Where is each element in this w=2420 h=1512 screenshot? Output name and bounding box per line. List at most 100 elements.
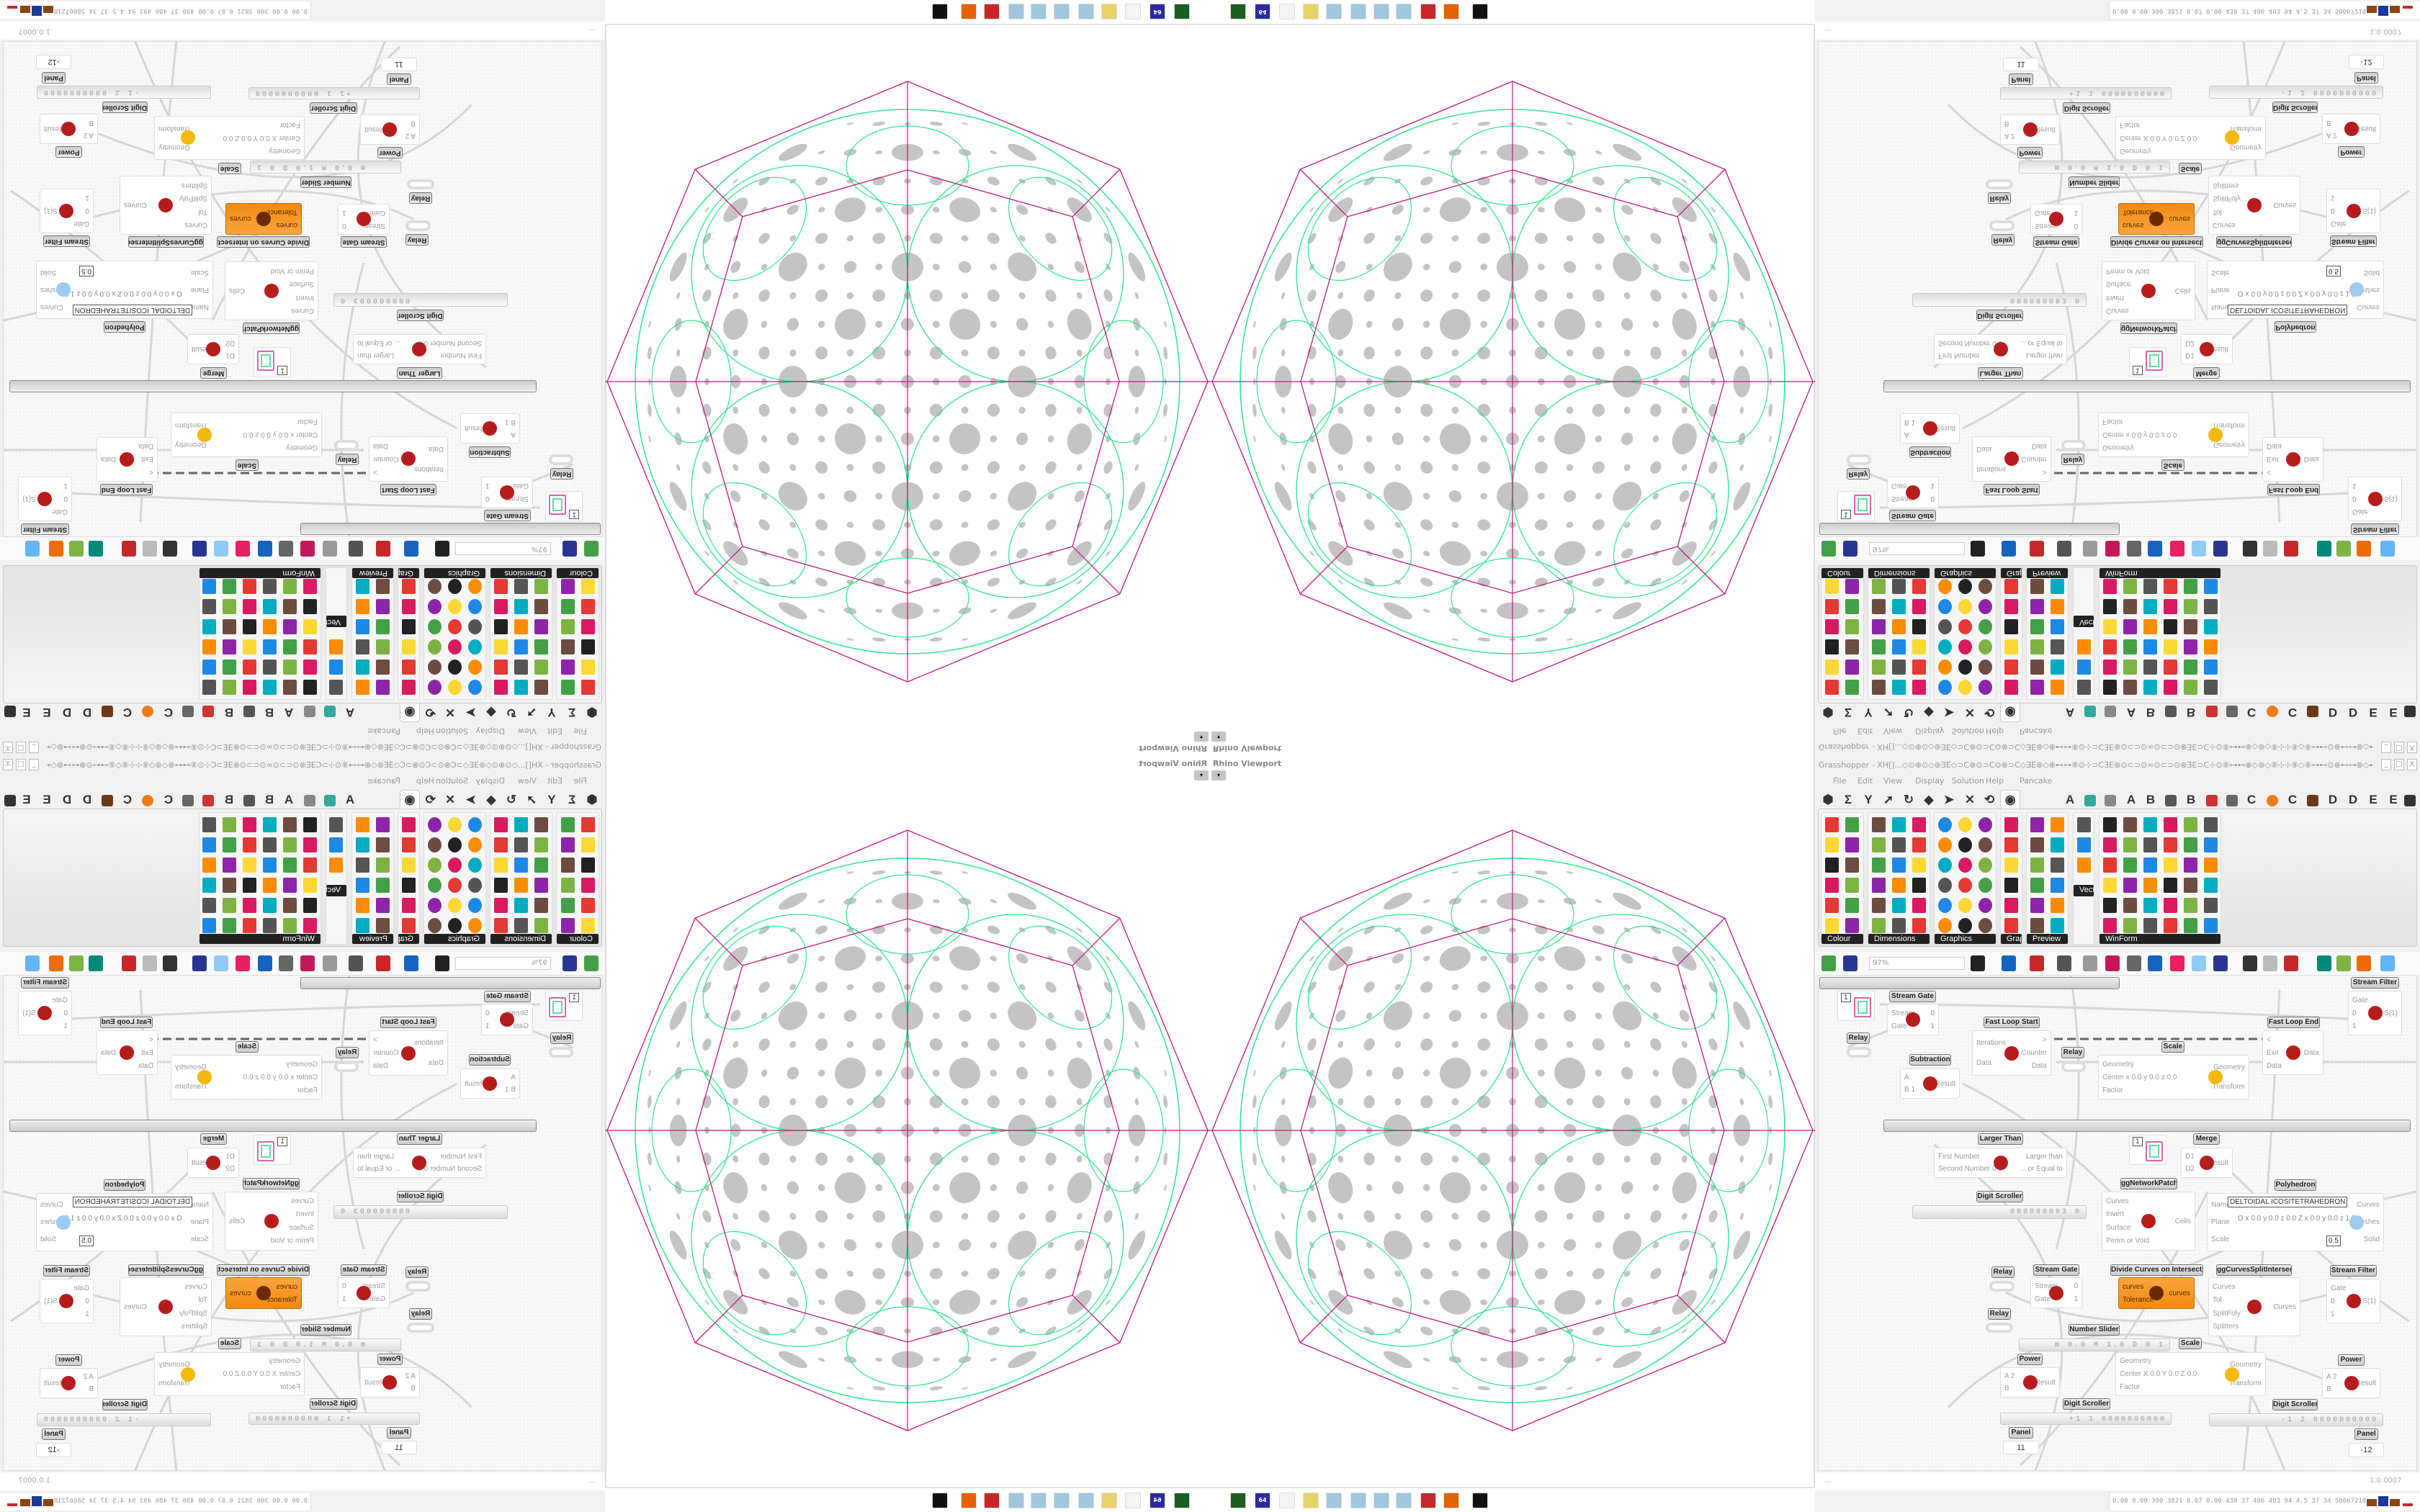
- component-icon[interactable]: [581, 579, 595, 594]
- stream-filter-label[interactable]: Stream Filter: [2330, 1265, 2377, 1277]
- gha-icon[interactable]: [2105, 541, 2120, 557]
- stream-gate-component[interactable]: Stream Gate 0 1: [338, 1277, 390, 1308]
- tab-e[interactable]: E: [2389, 706, 2398, 719]
- output-port[interactable]: Cells: [2174, 287, 2191, 295]
- input-port[interactable]: B 1: [1904, 418, 1916, 426]
- output-port[interactable]: Counter: [373, 455, 399, 464]
- menu-pancake[interactable]: Pancake: [367, 726, 400, 736]
- component-icon[interactable]: [2103, 619, 2117, 634]
- number-slider-label[interactable]: Number Slider: [2069, 176, 2120, 188]
- grasshopper-canvas[interactable]: Stream Gate Stream Gate 0 1 Stream Filter Gate…: [1818, 41, 2417, 537]
- component-icon[interactable]: [223, 660, 236, 675]
- polyhedron-component[interactable]: Name Plane Scale Curves Meshes Solid DELTOIDAL…: [36, 1193, 213, 1251]
- stream-filter-component[interactable]: Gate 0 1 S(1): [18, 991, 72, 1035]
- input-port[interactable]: Center X 0.0 Y 0.0 Z 0.0: [223, 1369, 300, 1378]
- component-icon[interactable]: [561, 680, 575, 695]
- zoom-extents-icon[interactable]: [1971, 541, 1985, 557]
- relay-label[interactable]: Relay: [336, 1047, 359, 1058]
- component-icon[interactable]: [283, 680, 297, 695]
- component-icon[interactable]: [2204, 619, 2218, 634]
- input-port[interactable]: Tolerance: [266, 208, 297, 217]
- input-port[interactable]: 1: [2331, 1310, 2335, 1318]
- component-icon[interactable]: [2004, 878, 2018, 893]
- component-icon[interactable]: [534, 680, 548, 695]
- component-icon[interactable]: [561, 619, 575, 634]
- output-port[interactable]: Data: [2031, 1062, 2047, 1071]
- component-icon[interactable]: [356, 619, 369, 634]
- menu-file[interactable]: File: [573, 726, 587, 736]
- fast-loop-start-label[interactable]: Fast Loop Start: [380, 1017, 436, 1028]
- link-icon[interactable]: [143, 955, 157, 971]
- input-port[interactable]: Geometry: [2102, 1060, 2134, 1068]
- digit-scroller-control[interactable]: +1 1 0000000000: [248, 1413, 420, 1425]
- component-icon[interactable]: [581, 837, 595, 852]
- component-icon[interactable]: [1978, 918, 1992, 933]
- stream-gate-component[interactable]: Stream Gate 0 1: [2030, 204, 2082, 235]
- relay-label[interactable]: Relay: [550, 1032, 573, 1044]
- component-icon[interactable]: [263, 898, 277, 913]
- tab-c[interactable]: C: [2246, 793, 2257, 806]
- component-icon[interactable]: [448, 599, 462, 614]
- bake-icon[interactable]: [2243, 541, 2257, 557]
- new-document-icon[interactable]: [1821, 955, 1836, 971]
- menu-view[interactable]: View: [1883, 776, 1903, 786]
- polyhedron-label[interactable]: Polyhedron: [104, 321, 145, 333]
- polyhedron-name-field[interactable]: DELTOIDAL ICOSITETRAHEDRON: [2228, 1197, 2348, 1207]
- tab-icon[interactable]: Y: [547, 793, 556, 806]
- menu-file[interactable]: File: [1833, 726, 1847, 736]
- palette-group-label[interactable]: WinForm: [2099, 568, 2220, 578]
- tab-icon[interactable]: ➤: [1943, 793, 1955, 806]
- red-app-icon[interactable]: [1420, 4, 1436, 19]
- red-app-icon[interactable]: [984, 1493, 1000, 1508]
- input-port[interactable]: First Number: [440, 351, 482, 359]
- input-port[interactable]: Data: [138, 1061, 153, 1070]
- stream-gate-label[interactable]: Stream Gate: [2033, 1264, 2079, 1276]
- stream-gate-component[interactable]: Stream Gate 0 1: [481, 1004, 533, 1035]
- component-icon[interactable]: [468, 619, 482, 634]
- tab-d[interactable]: D: [2348, 706, 2358, 719]
- tab-a[interactable]: A: [345, 706, 355, 719]
- panel-value[interactable]: -12: [36, 55, 71, 69]
- output-port[interactable]: 1: [2074, 209, 2078, 217]
- component-icon[interactable]: [402, 898, 416, 913]
- palette-group-label[interactable]: Preview: [352, 934, 393, 944]
- stream-filter-label[interactable]: Stream Filter: [2351, 523, 2399, 535]
- component-icon[interactable]: [534, 579, 548, 594]
- fast-loop-start-label[interactable]: Fast Loop Start: [1984, 1017, 2040, 1028]
- zoom-extents-icon[interactable]: [435, 955, 449, 971]
- input-port[interactable]: Center X 0.0 Y 0.0 Z 0.0: [2120, 134, 2197, 143]
- larger-than-component[interactable]: First Number Second Number 0.0 Larger than…: [1934, 334, 2067, 364]
- tab-icon[interactable]: ◉: [2004, 793, 2016, 806]
- tab-icon[interactable]: [2267, 706, 2278, 717]
- input-port[interactable]: Geometry: [2120, 1357, 2151, 1366]
- component-icon[interactable]: [356, 878, 369, 893]
- tab-icon[interactable]: Y: [547, 706, 556, 719]
- input-port[interactable]: D2: [2185, 1165, 2195, 1173]
- output-port[interactable]: Result: [465, 424, 485, 433]
- output-port[interactable]: 1: [1930, 1022, 1935, 1030]
- output-port[interactable]: Result: [2208, 1158, 2228, 1167]
- preview-eye-icon[interactable]: [2002, 955, 2016, 971]
- palette-group-label[interactable]: WinForm: [200, 934, 321, 944]
- input-port[interactable]: SplitPoly: [179, 1309, 207, 1318]
- component-icon[interactable]: [561, 858, 575, 873]
- fast-loop-start-component[interactable]: Iterations Data > Counter Data: [369, 1030, 448, 1076]
- component-icon[interactable]: [1958, 660, 1972, 675]
- component-icon[interactable]: [428, 878, 442, 893]
- menu-help[interactable]: Help: [1986, 776, 2004, 786]
- tab-e[interactable]: E: [2369, 706, 2378, 719]
- component-icon[interactable]: [356, 858, 369, 873]
- component-icon[interactable]: [2004, 619, 2018, 634]
- sketch-icon[interactable]: [2030, 541, 2044, 557]
- output-port[interactable]: Result: [364, 1378, 385, 1387]
- palette-group-label[interactable]: Grap...: [398, 934, 419, 944]
- input-port[interactable]: Gate: [52, 996, 68, 1004]
- digit-scroller-control[interactable]: 000000003 0: [333, 1205, 508, 1219]
- component-icon[interactable]: [581, 878, 595, 893]
- stream-gate-label[interactable]: Stream Gate: [341, 1264, 387, 1276]
- save-icon[interactable]: [1843, 541, 1857, 557]
- close-button[interactable]: X: [2407, 742, 2417, 753]
- component-icon[interactable]: [2030, 878, 2044, 893]
- panel-value[interactable]: -12: [2349, 1443, 2384, 1457]
- divide-curves-on-intersects-label[interactable]: Divide Curves on Intersects: [217, 1264, 310, 1276]
